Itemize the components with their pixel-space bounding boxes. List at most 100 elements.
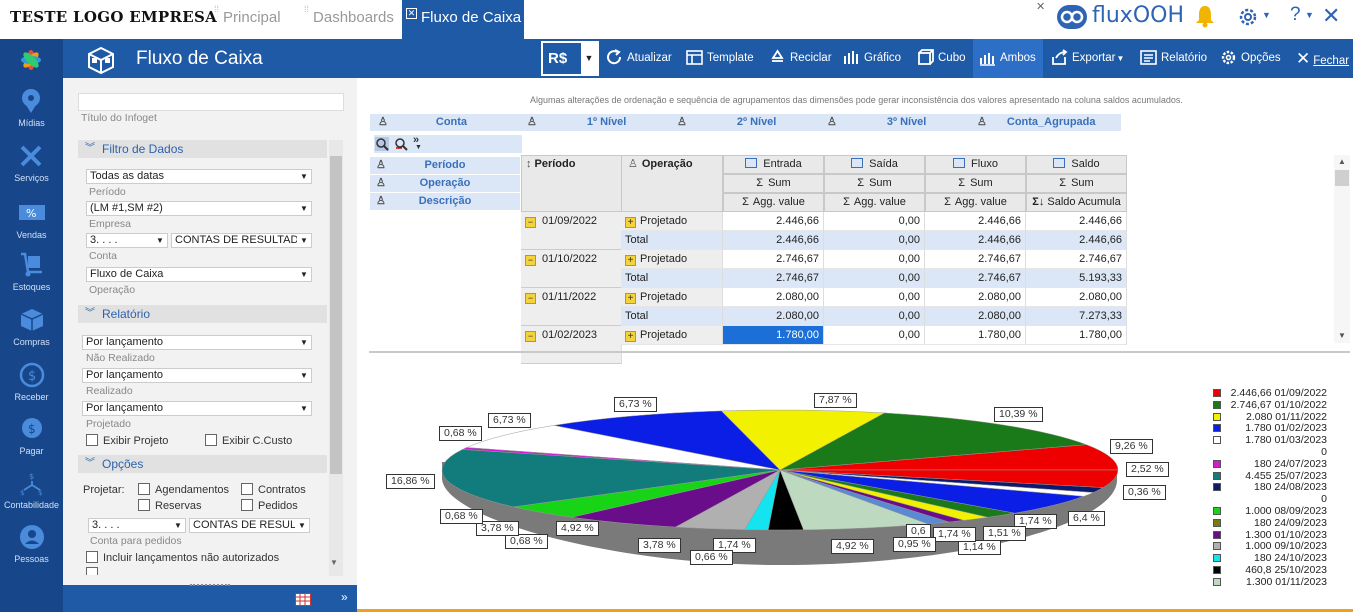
sum-header[interactable]: Σ Sum [925, 174, 1026, 193]
value-cell[interactable]: 2.080,00 [1026, 288, 1127, 307]
pie-slice[interactable] [720, 409, 886, 471]
value-cell[interactable]: 2.446,66 [1026, 212, 1127, 231]
sidebar-item-vendas[interactable]: % Vendas [0, 200, 63, 240]
operacao-select[interactable]: Fluxo de Caixa ▼ [86, 267, 312, 282]
opcoes-button[interactable]: Opções [1220, 39, 1281, 78]
gear-icon[interactable] [1237, 6, 1259, 28]
expand-icon[interactable]: + [625, 217, 636, 228]
pie-slice[interactable] [779, 444, 1119, 471]
tab-fluxo-de-caixa[interactable]: ✕ Fluxo de Caixa [402, 0, 524, 39]
column-dim-conta-agrupada[interactable]: ♙ Conta_Agrupada [977, 114, 1121, 131]
row-dim-operacao[interactable]: ♙ Operação [370, 175, 520, 192]
periodo-cell[interactable]: −01/11/2022 [521, 288, 622, 326]
scroll-down-icon[interactable]: ▼ [1338, 331, 1346, 340]
conta-pedidos-select[interactable]: CONTAS DE RESULTA ▼ [189, 518, 310, 533]
value-cell[interactable]: 0,00 [824, 288, 925, 307]
operacao-cell[interactable]: + Projetado [621, 326, 723, 345]
value-cell[interactable]: 0,00 [824, 250, 925, 269]
legend-item[interactable]: 0 [1213, 493, 1327, 505]
opcoes-header[interactable]: ︾ Opções [78, 455, 327, 473]
resize-grip[interactable] [190, 584, 230, 587]
grid-scrollbar-thumb[interactable] [1335, 170, 1349, 186]
reservas-checkbox[interactable]: Reservas [138, 499, 201, 512]
value-cell[interactable]: 2.446,66 [1026, 231, 1127, 250]
projetado-select[interactable]: Por lançamento ▼ [82, 401, 312, 416]
measure-header-1[interactable]: Saída [824, 155, 925, 174]
collapse-icon[interactable]: − [525, 217, 536, 228]
legend-item[interactable]: 4.455 25/07/2023 [1213, 470, 1327, 482]
value-cell[interactable]: 2.080,00 [723, 288, 824, 307]
help-dropdown-icon[interactable]: ▼ [1305, 10, 1314, 20]
sum-header[interactable]: Σ Sum [723, 174, 824, 193]
sidebar-item-contabilidade[interactable]: $ $ $ Contabilidade [0, 470, 63, 510]
legend-item[interactable]: 180 24/09/2023 [1213, 517, 1327, 529]
row-header-periodo[interactable]: ↕ Período [521, 155, 622, 212]
scroll-down-icon[interactable]: ▼ [330, 558, 338, 567]
value-cell[interactable]: 2.446,66 [925, 212, 1026, 231]
periodo-cell[interactable]: −01/10/2022 [521, 250, 622, 288]
fechar-button[interactable]: ✕ Fechar [1296, 39, 1349, 78]
app-logo-icon[interactable] [16, 46, 46, 74]
zoom-fields-icon[interactable] [375, 137, 390, 152]
filtro-de-dados-header[interactable]: ︾ Filtro de Dados [78, 140, 327, 158]
value-cell[interactable]: 0,00 [824, 269, 925, 288]
column-dim-nivel1[interactable]: ♙ 1º Nível [527, 114, 667, 131]
agendamentos-checkbox[interactable]: Agendamentos [138, 483, 229, 496]
conta-pedidos-code-select[interactable]: 3. . . . ▼ [88, 518, 186, 533]
row-dim-periodo[interactable]: ♙ Período [370, 157, 520, 174]
chevron-down-icon[interactable]: ▼ [1262, 10, 1271, 20]
scroll-up-icon[interactable]: ▲ [1338, 157, 1346, 166]
collapse-icon[interactable]: − [525, 331, 536, 342]
value-cell[interactable]: 0,00 [824, 231, 925, 250]
pie-slice[interactable] [553, 410, 781, 471]
pedidos-checkbox[interactable]: Pedidos [241, 499, 298, 512]
row-dim-descricao[interactable]: ♙ Descrição [370, 193, 520, 210]
legend-item[interactable]: 1.000 08/09/2023 [1213, 505, 1327, 517]
agg-header[interactable]: Σ Agg. value [824, 193, 925, 212]
value-cell[interactable]: 0,00 [824, 326, 925, 345]
close-icon[interactable]: ✕ [1036, 1, 1046, 13]
legend-item[interactable]: 1.780 01/02/2023 [1213, 422, 1327, 434]
nao-realizado-select[interactable]: Por lançamento ▼ [82, 335, 312, 350]
periodo-cell[interactable]: −01/09/2022 [521, 212, 622, 250]
template-button[interactable]: Template [686, 39, 754, 78]
currency-select[interactable]: R$ ▼ [541, 41, 599, 76]
legend-item[interactable]: 1.300 01/11/2023 [1213, 576, 1327, 588]
column-dim-conta[interactable]: ♙ Conta [378, 114, 508, 131]
filter-fields-icon[interactable] [394, 137, 409, 152]
sidebar-item-receber[interactable]: $ Receber [0, 362, 63, 402]
realizado-select[interactable]: Por lançamento ▼ [82, 368, 312, 383]
value-cell[interactable]: 0,00 [824, 212, 925, 231]
sum-header[interactable]: Σ Sum [1026, 174, 1127, 193]
value-cell[interactable]: 1.780,00 [925, 326, 1026, 345]
pie-slice[interactable] [779, 469, 1119, 488]
legend-item[interactable]: 1.000 09/10/2023 [1213, 540, 1327, 552]
agg-header[interactable]: Σ Agg. value [723, 193, 824, 212]
close-app-icon[interactable]: ✕ [1322, 3, 1341, 28]
column-dim-nivel3[interactable]: ♙ 3º Nível [827, 114, 967, 131]
sidebar-item-servicos[interactable]: Serviços [0, 143, 63, 183]
partial-checkbox[interactable] [86, 567, 103, 575]
operacao-cell[interactable]: + Projetado [621, 250, 723, 269]
expand-icon[interactable]: + [625, 293, 636, 304]
value-cell[interactable]: 2.746,67 [1026, 250, 1127, 269]
value-cell[interactable]: 0,00 [824, 307, 925, 326]
measure-header-3[interactable]: Saldo [1026, 155, 1127, 174]
collapse-icon[interactable]: − [525, 293, 536, 304]
conta-code-select[interactable]: 3. . . . ▼ [86, 233, 168, 248]
value-cell[interactable]: 2.080,00 [925, 307, 1026, 326]
legend-item[interactable]: 0 [1213, 446, 1327, 458]
splitter[interactable] [369, 351, 1350, 353]
sidebar-item-estoques[interactable]: Estoques [0, 252, 63, 292]
close-tab-icon[interactable]: ✕ [406, 8, 417, 19]
pie-slice[interactable] [779, 412, 1087, 471]
conta-select[interactable]: CONTAS DE RESULTADO ▼ [171, 233, 312, 248]
infoget-title-input[interactable] [78, 93, 344, 111]
exibir-projeto-checkbox[interactable]: Exibir Projeto [86, 434, 168, 447]
ambos-button[interactable]: Ambos [973, 39, 1043, 78]
contratos-checkbox[interactable]: Contratos [241, 483, 306, 496]
sidebar-item-pessoas[interactable]: Pessoas [0, 524, 63, 564]
periodo-select[interactable]: Todas as datas ▼ [86, 169, 312, 184]
operacao-cell[interactable]: + Projetado [621, 212, 723, 231]
notification-bell-icon[interactable] [1194, 4, 1216, 28]
